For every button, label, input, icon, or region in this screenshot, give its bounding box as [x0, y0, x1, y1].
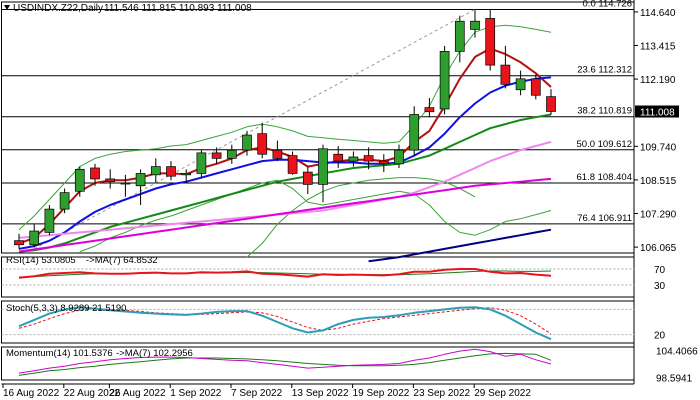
y-tick-label: 112.190	[640, 75, 676, 86]
momentum-tick-label: 104.4066	[656, 347, 698, 358]
current-price-label: 111.008	[640, 108, 675, 119]
axis-labels: 114.640 113.415 112.190 111.008 109.740 108.5…	[2, 8, 698, 399]
momentum-ma-label: ->MA(7) 102.2956	[116, 348, 193, 359]
momentum-label: Momentum(14) 101.5376	[6, 348, 113, 359]
candle-body	[120, 182, 131, 185]
candle-body	[424, 107, 435, 113]
x-tick-label: 29 Sep 2022	[474, 388, 531, 399]
momentum-ma-line	[18, 352, 552, 376]
stoch-tick-label: 20	[654, 331, 666, 342]
candle-body	[409, 114, 420, 151]
x-tick-label: 7 Sep 2022	[231, 388, 283, 399]
candle-body	[378, 160, 389, 165]
fibo-level-label: 61.8 108.404	[577, 172, 632, 183]
stoch-header: Stoch(5,3,3) 8.9289 21.5190	[6, 303, 126, 314]
rsi-tick-label: 70	[654, 265, 666, 276]
stoch-k-line	[18, 306, 552, 341]
indicator-lines	[1, 8, 634, 376]
panel-frame	[1, 1, 635, 254]
x-tick-label: 22 Aug 2022	[64, 388, 121, 399]
candle-body	[348, 156, 359, 162]
y-tick-label: 109.740	[640, 142, 677, 153]
fibo-level-label: 76.4 106.911	[577, 213, 632, 224]
candle-body	[14, 240, 24, 246]
candle-body	[394, 149, 404, 165]
candle-body	[150, 166, 161, 176]
main-header: USDINDX.Z22,Daily 111.546 111.815 110.89…	[4, 3, 252, 14]
fibo-level-label: 23.6 112.312	[577, 65, 632, 76]
candle-body	[500, 64, 511, 85]
moving-average-line	[18, 76, 552, 250]
candle-body	[287, 155, 298, 174]
moving-average-line	[368, 228, 552, 263]
candle-body	[439, 51, 450, 110]
rsi-tick-label: 30	[654, 281, 666, 292]
y-tick-label: 113.415	[640, 41, 676, 52]
candle-body	[302, 171, 313, 185]
candle-body	[530, 78, 541, 96]
candle-body	[272, 149, 283, 159]
x-tick-label: 19 Sep 2022	[353, 388, 410, 399]
candle-body	[470, 20, 480, 30]
x-tick-label: 26 Aug 2022	[109, 388, 166, 399]
candle-body	[333, 153, 344, 162]
candle-body	[546, 96, 556, 112]
candle-body	[105, 178, 116, 183]
moving-average-line	[18, 113, 552, 253]
fibonacci-group: 0.0 114.726 23.6 112.312 38.2 110.819 50.0 …	[1, 0, 634, 225]
stoch-label: Stoch(5,3,3) 8.9289 21.5190	[6, 303, 126, 314]
candle-body	[59, 192, 70, 210]
bollinger-lower-limb-line	[246, 177, 476, 258]
fibo-level-label: 38.2 110.819	[577, 106, 632, 117]
moving-average-line	[18, 177, 552, 253]
candle-body	[363, 155, 374, 162]
candle-body	[242, 134, 252, 151]
candle-body	[211, 152, 222, 159]
candle-body	[29, 230, 40, 246]
candle-body	[226, 149, 237, 159]
collapse-triangle-icon	[4, 5, 10, 10]
fibo-level-label: 50.0 109.612	[577, 139, 632, 150]
rsi-line	[18, 268, 552, 279]
x-tick-label: 13 Sep 2022	[292, 388, 349, 399]
current-price-box	[635, 105, 679, 118]
x-tick-label: 1 Sep 2022	[170, 388, 222, 399]
candle-body	[454, 20, 465, 52]
symbol-label: USDINDX.Z22,Daily	[13, 3, 103, 14]
candles-group[interactable]	[14, 9, 556, 249]
x-tick-label: 16 Aug 2022	[3, 388, 60, 399]
bollinger-lower-line	[79, 179, 552, 253]
candle-body	[90, 167, 100, 180]
candle-body	[515, 78, 526, 91]
y-tick-label: 107.290	[640, 209, 677, 220]
panel-frames	[1, 0, 635, 385]
candle-body	[318, 148, 328, 185]
rsi-label: RSI(14) 53.0805	[6, 255, 76, 266]
candle-body	[485, 18, 496, 66]
candle-body	[135, 173, 146, 187]
candle-body	[257, 133, 268, 155]
candle-body	[166, 166, 176, 177]
momentum-tick-label: 98.5941	[656, 373, 693, 384]
y-tick-label: 114.640	[640, 8, 676, 19]
fibo-level-label: 0.0 114.726	[583, 0, 632, 10]
candle-body	[196, 152, 207, 174]
y-tick-label: 106.065	[640, 243, 677, 254]
momentum-header: Momentum(14) 101.5376 ->MA(7) 102.2956	[6, 348, 193, 359]
rsi-header: RSI(14) 53.0805 ->MA(7) 64.8532	[6, 255, 158, 266]
x-tick-label: 23 Sep 2022	[413, 388, 470, 399]
candle-body	[44, 208, 55, 233]
candle-body	[74, 168, 85, 192]
candle-body	[181, 173, 192, 176]
bollinger-upper-line	[18, 24, 552, 231]
y-tick-label: 108.515	[640, 176, 677, 187]
ohlc-label: 111.546 111.815 110.893 111.008	[104, 3, 252, 14]
trendline	[33, 8, 476, 250]
rsi-ma-label: ->MA(7) 64.8532	[86, 255, 158, 266]
momentum-line	[18, 348, 552, 374]
